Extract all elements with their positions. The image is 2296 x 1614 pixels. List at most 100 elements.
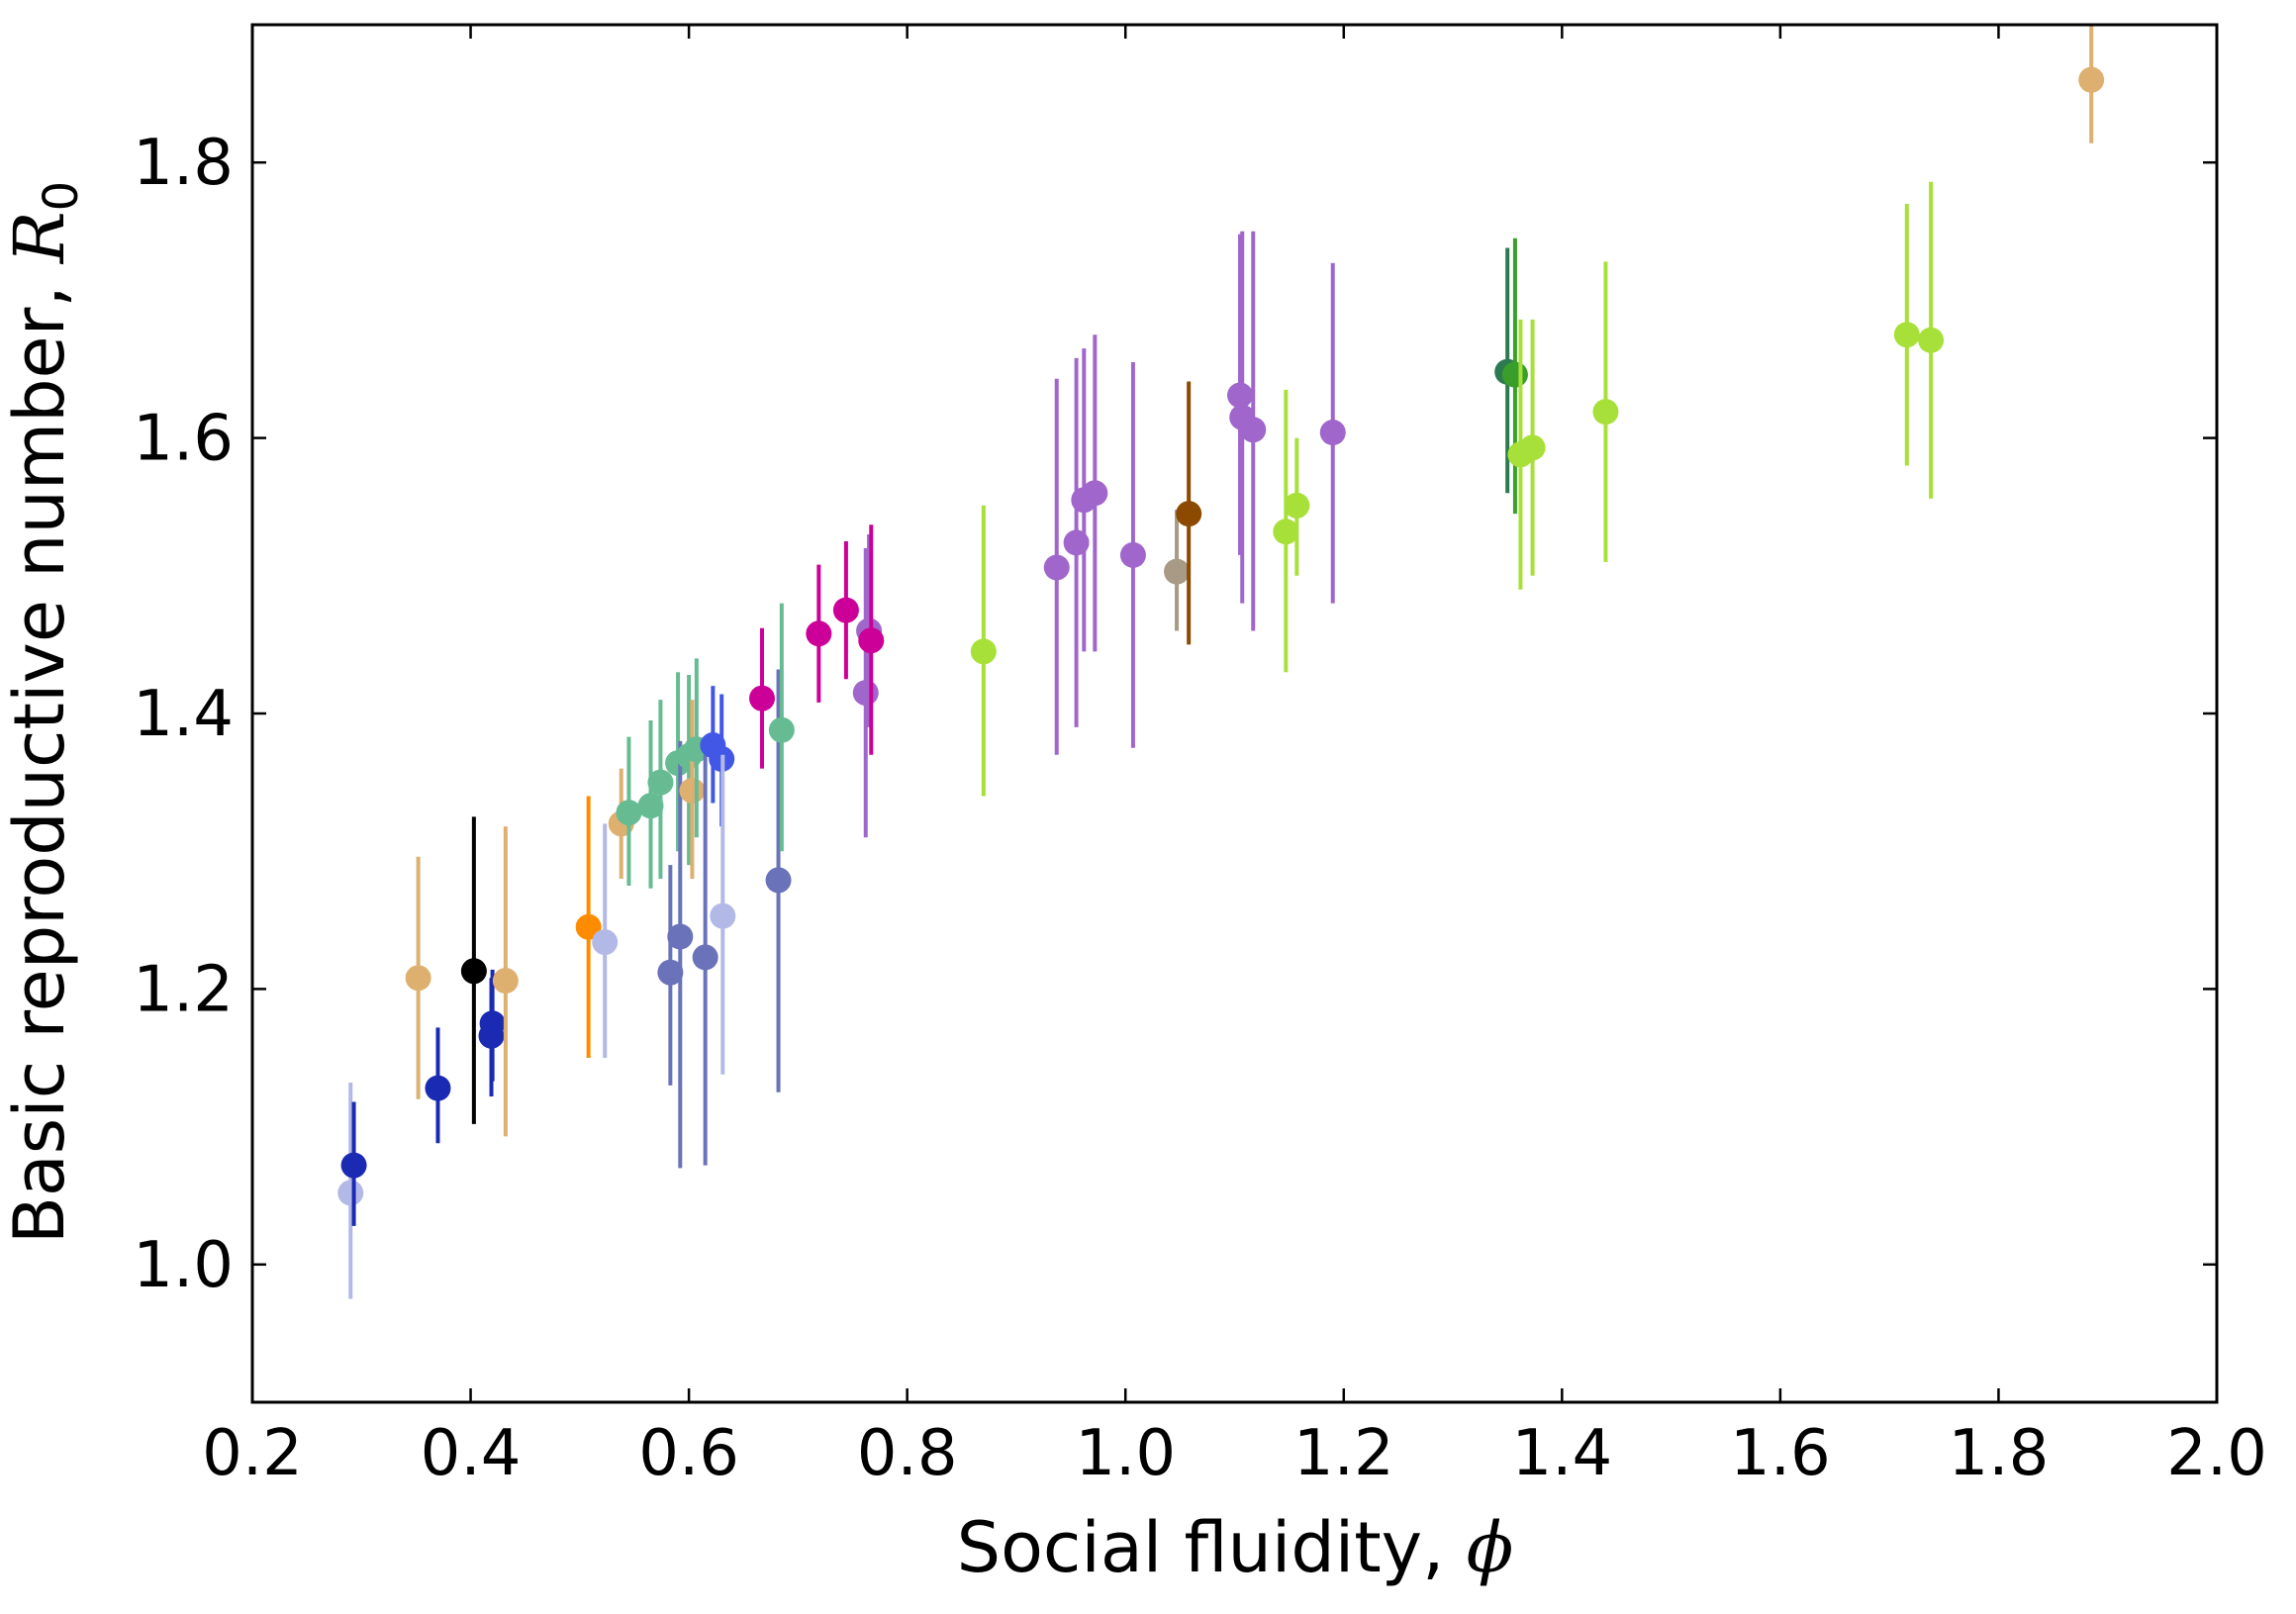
y-axis-label: Basic reproductive number, R0 — [0, 181, 89, 1244]
x-tick-label: 2.0 — [2166, 1417, 2267, 1490]
data-point — [1893, 203, 1920, 466]
y-tick-label: 1.8 — [133, 127, 234, 200]
data-point — [657, 865, 684, 1086]
point-marker — [667, 923, 694, 950]
x-tick-label: 0.8 — [857, 1417, 958, 1490]
x-tick-label: 0.6 — [638, 1417, 739, 1490]
x-tick-label: 1.8 — [1949, 1417, 2050, 1490]
data-point — [806, 564, 832, 703]
data-point — [592, 823, 619, 1058]
x-axis-label: Social fluidity, ϕ — [957, 1507, 1514, 1588]
point-marker — [710, 902, 736, 929]
data-point — [1319, 262, 1346, 604]
axis-ticks: 0.2 0.4 0.6 0.8 1.0 1.2 1.4 1.6 1.8 2.0 1.0 1.2 1.4 1… — [133, 25, 2267, 1490]
data-point — [340, 1101, 367, 1226]
x-tick-label: 1.6 — [1730, 1417, 1831, 1490]
data-point — [710, 754, 736, 1075]
data-point — [1240, 231, 1267, 631]
point-marker — [1240, 417, 1267, 443]
data-point — [1176, 381, 1202, 645]
point-marker — [592, 929, 619, 956]
point-marker — [858, 627, 885, 654]
data-point — [460, 816, 487, 1124]
point-marker — [970, 638, 997, 665]
point-marker — [768, 716, 795, 743]
point-marker — [405, 965, 431, 992]
point-marker — [1319, 420, 1346, 446]
point-marker — [478, 1022, 505, 1049]
data-point — [637, 719, 664, 889]
data-point — [1519, 319, 1546, 576]
x-axis-symbol: ϕ — [1467, 1507, 1514, 1588]
data-point — [337, 1083, 364, 1299]
data-point — [858, 524, 885, 755]
point-marker — [1284, 492, 1310, 519]
data-point — [478, 978, 505, 1096]
point-marker — [1043, 554, 1070, 581]
x-tick-label: 1.2 — [1293, 1417, 1394, 1490]
point-marker — [806, 620, 832, 647]
point-marker — [2078, 66, 2105, 93]
data-point — [616, 736, 642, 886]
data-point — [1043, 378, 1070, 755]
data-point — [970, 505, 997, 797]
y-tick-label: 1.6 — [133, 403, 234, 476]
point-marker — [832, 597, 859, 623]
y-axis-subscript: 0 — [34, 181, 89, 212]
data-point — [768, 603, 795, 852]
data-point — [748, 627, 775, 769]
y-tick-label: 1.0 — [133, 1229, 234, 1302]
data-point — [1119, 362, 1146, 748]
y-axis-symbol: R — [0, 211, 80, 265]
data-point — [1592, 261, 1619, 562]
data-point — [679, 700, 706, 880]
data-point — [1273, 389, 1299, 673]
x-tick-label: 0.4 — [421, 1417, 522, 1490]
data-point — [425, 1027, 451, 1144]
x-axis-label-text: Social fluidity, — [957, 1507, 1467, 1588]
data-point — [647, 700, 674, 880]
data-point — [852, 547, 879, 838]
data-point — [405, 856, 431, 1099]
data-point — [575, 796, 602, 1058]
point-marker — [1273, 519, 1299, 545]
point-marker — [765, 867, 792, 894]
point-marker — [616, 800, 642, 826]
point-marker — [1501, 361, 1528, 388]
data-point — [1227, 234, 1254, 555]
point-marker — [1918, 327, 1945, 353]
data-point — [1284, 437, 1310, 576]
y-tick-label: 1.4 — [133, 678, 234, 751]
data-point — [2078, 25, 2105, 143]
data-point — [667, 740, 694, 1169]
point-marker — [1592, 399, 1619, 426]
point-marker — [1119, 541, 1146, 568]
point-marker — [337, 1180, 364, 1206]
point-marker — [492, 968, 519, 995]
plot-frame — [250, 23, 2219, 1404]
y-axis-label-text: Basic reproductive number, — [0, 263, 80, 1244]
point-marker — [460, 958, 487, 985]
point-marker — [1893, 322, 1920, 348]
point-marker — [340, 1152, 367, 1179]
point-marker — [1082, 480, 1108, 507]
point-marker — [748, 685, 775, 712]
x-tick-label: 1.4 — [1511, 1417, 1612, 1490]
data-point — [692, 754, 718, 1166]
data-point — [1164, 509, 1191, 631]
y-tick-label: 1.2 — [133, 953, 234, 1026]
point-marker — [1519, 434, 1546, 461]
point-marker — [1227, 382, 1254, 409]
point-marker — [647, 769, 674, 796]
point-marker — [852, 680, 879, 707]
data-point — [1082, 334, 1108, 652]
point-marker — [679, 777, 706, 804]
point-marker — [1164, 558, 1191, 585]
data-point — [1918, 181, 1945, 499]
point-marker — [425, 1075, 451, 1101]
data-point — [492, 826, 519, 1137]
x-tick-label: 0.2 — [202, 1417, 303, 1490]
plot-area — [337, 25, 2105, 1299]
point-marker — [637, 793, 664, 819]
